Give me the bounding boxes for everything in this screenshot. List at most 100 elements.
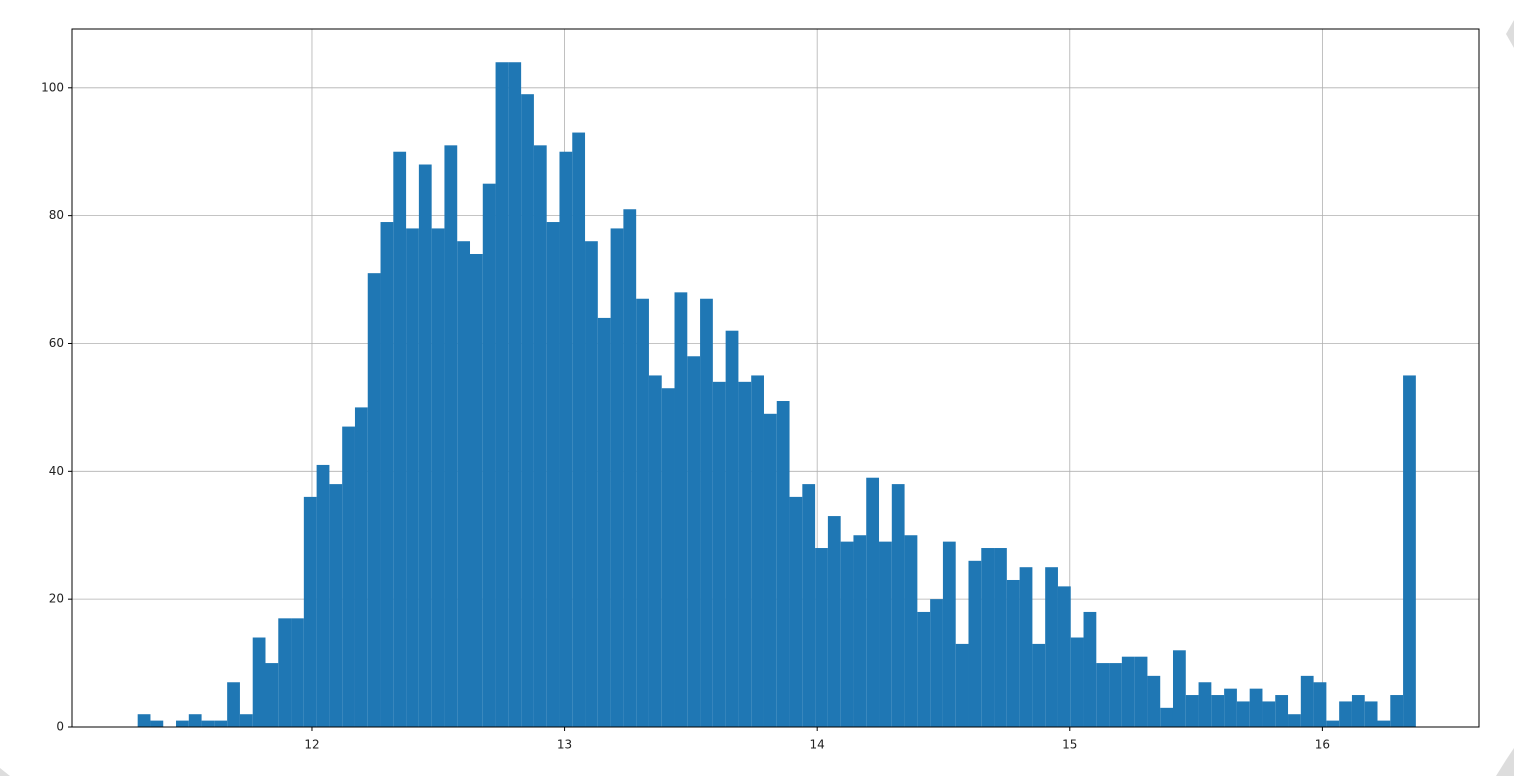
bar xyxy=(712,381,726,727)
bar xyxy=(1096,663,1110,727)
bar xyxy=(597,317,611,727)
bar xyxy=(1300,675,1314,727)
bar xyxy=(1249,688,1263,727)
bar xyxy=(393,151,407,727)
bar xyxy=(1377,720,1391,727)
bar xyxy=(623,209,637,727)
bar xyxy=(291,618,304,727)
corner-mark xyxy=(0,768,10,776)
x-tick-label: 12 xyxy=(304,738,319,752)
bar xyxy=(406,228,419,727)
bar xyxy=(1185,695,1199,727)
bar xyxy=(827,516,841,727)
bar xyxy=(751,375,764,727)
bar xyxy=(252,637,266,727)
bar xyxy=(738,381,752,727)
bar xyxy=(1057,586,1071,727)
y-tick-label: 0 xyxy=(56,720,64,734)
bar xyxy=(968,560,982,727)
bar xyxy=(687,356,701,727)
bar xyxy=(201,720,215,727)
bar xyxy=(1403,375,1416,727)
x-tick-label: 13 xyxy=(557,738,572,752)
bar xyxy=(763,413,777,727)
y-tick-label: 100 xyxy=(41,80,64,94)
bar xyxy=(585,241,598,727)
bar xyxy=(1121,656,1135,727)
bar xyxy=(431,228,445,727)
bar xyxy=(725,330,739,727)
bar xyxy=(1134,656,1148,727)
bar xyxy=(227,682,240,727)
bar xyxy=(815,548,828,727)
bar xyxy=(1313,682,1327,727)
bar xyxy=(418,164,432,727)
bar xyxy=(879,541,892,727)
bar xyxy=(1339,701,1352,727)
bar xyxy=(482,183,496,727)
x-tick-label: 14 xyxy=(810,738,825,752)
bar xyxy=(1198,682,1212,727)
bar xyxy=(342,426,355,727)
bar xyxy=(559,151,573,727)
bar xyxy=(853,535,867,727)
bar xyxy=(1070,637,1084,727)
bar xyxy=(1032,643,1046,727)
bar xyxy=(891,484,905,727)
bar xyxy=(981,548,995,727)
bar xyxy=(470,253,483,727)
bar xyxy=(239,714,253,727)
bar xyxy=(278,618,292,727)
y-tick-label: 40 xyxy=(49,464,64,478)
bar xyxy=(329,484,343,727)
bar xyxy=(1172,650,1186,727)
bar xyxy=(444,145,458,728)
bar xyxy=(508,62,522,727)
bar xyxy=(1083,611,1097,727)
bar xyxy=(1224,688,1237,727)
bar xyxy=(521,94,534,727)
bar xyxy=(776,401,790,727)
bar xyxy=(904,535,918,727)
x-tick-label: 15 xyxy=(1062,738,1077,752)
bar xyxy=(265,663,279,727)
bar xyxy=(546,222,560,728)
bar xyxy=(674,292,688,727)
bar xyxy=(150,720,164,727)
bar xyxy=(367,273,381,727)
bar xyxy=(214,720,228,727)
y-tick-label: 80 xyxy=(49,208,64,222)
x-tick-label: 16 xyxy=(1315,738,1330,752)
bar xyxy=(354,407,368,727)
bar xyxy=(380,222,394,728)
bar xyxy=(1262,701,1276,727)
bar xyxy=(1160,707,1173,727)
plot-frame xyxy=(71,28,1480,728)
bar xyxy=(802,484,816,727)
bar xyxy=(789,496,803,727)
bar xyxy=(1351,695,1365,727)
bar xyxy=(457,241,471,727)
bar xyxy=(610,228,624,727)
bar xyxy=(176,720,189,727)
bar xyxy=(572,132,586,728)
bar xyxy=(866,477,880,727)
bar xyxy=(1236,701,1250,727)
corner-mark xyxy=(1496,748,1514,776)
bar xyxy=(533,145,547,728)
bar xyxy=(648,375,662,727)
bar xyxy=(316,464,330,727)
bar xyxy=(955,643,969,727)
bar xyxy=(840,541,854,727)
bar xyxy=(1109,663,1122,727)
bar xyxy=(930,599,943,727)
bar xyxy=(1390,695,1404,727)
bar xyxy=(303,496,317,727)
bar xyxy=(942,541,956,727)
bar xyxy=(1275,695,1289,727)
bar xyxy=(1211,695,1225,727)
bar xyxy=(1147,675,1161,727)
bar xyxy=(188,714,202,727)
